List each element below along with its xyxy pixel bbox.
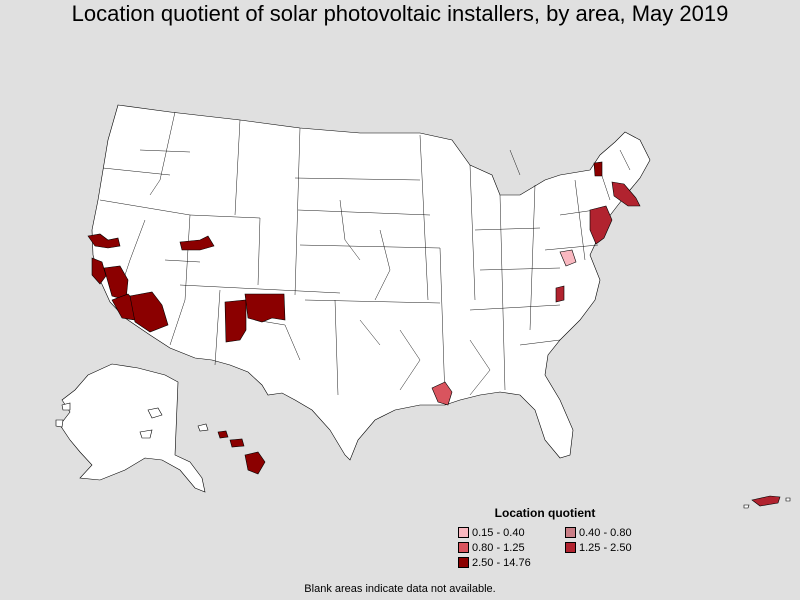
legend-swatch <box>565 541 576 553</box>
area-virginia <box>559 249 577 267</box>
legend-title: Location quotient <box>494 506 596 520</box>
legend-label: 0.15 - 0.40 <box>472 527 525 539</box>
area-massachusetts <box>611 181 641 207</box>
area-sf-bay <box>91 257 107 285</box>
puerto-rico <box>751 495 781 507</box>
contiguous-us <box>91 104 651 461</box>
footnote: Blank areas indicate data not available. <box>304 583 496 595</box>
legend-item: 2.50 - 14.76 <box>458 556 531 570</box>
hawaii <box>197 423 266 475</box>
legend: Location quotient 0.15 - 0.40 0.40 - 0.8… <box>450 506 650 578</box>
area-inland-empire <box>129 291 169 333</box>
pr-island <box>743 504 750 509</box>
legend-swatch <box>458 556 469 568</box>
legend-label: 0.40 - 0.80 <box>579 527 632 539</box>
alaska <box>59 363 206 493</box>
area-louisiana <box>431 381 453 406</box>
alaska-island <box>55 419 64 428</box>
legend-label: 2.50 - 14.76 <box>472 557 531 569</box>
area-northern-vermont <box>593 161 603 177</box>
legend-item: 0.15 - 0.40 <box>458 526 525 540</box>
area-north-carolina <box>555 285 565 303</box>
pr-island <box>785 497 791 502</box>
highlighted-areas <box>87 161 641 406</box>
legend-swatch <box>458 526 469 538</box>
legend-swatch <box>565 526 576 538</box>
legend-item: 0.40 - 0.80 <box>565 526 632 540</box>
legend-item: 0.80 - 1.25 <box>458 541 525 555</box>
area-northern-nm <box>244 293 286 323</box>
alaska-island <box>147 407 163 419</box>
area-sacramento <box>87 233 121 249</box>
legend-label: 0.80 - 1.25 <box>472 542 525 554</box>
alaska-island <box>139 429 153 439</box>
legend-item: 1.25 - 2.50 <box>565 541 632 555</box>
legend-swatch <box>458 541 469 553</box>
alaska-island <box>61 402 71 411</box>
legend-label: 1.25 - 2.50 <box>579 542 632 554</box>
area-central-nm <box>224 299 247 343</box>
area-northern-utah <box>179 235 215 251</box>
map-title: Location quotient of solar photovoltaic … <box>71 1 729 26</box>
area-new-york-new-jersey <box>589 205 613 245</box>
